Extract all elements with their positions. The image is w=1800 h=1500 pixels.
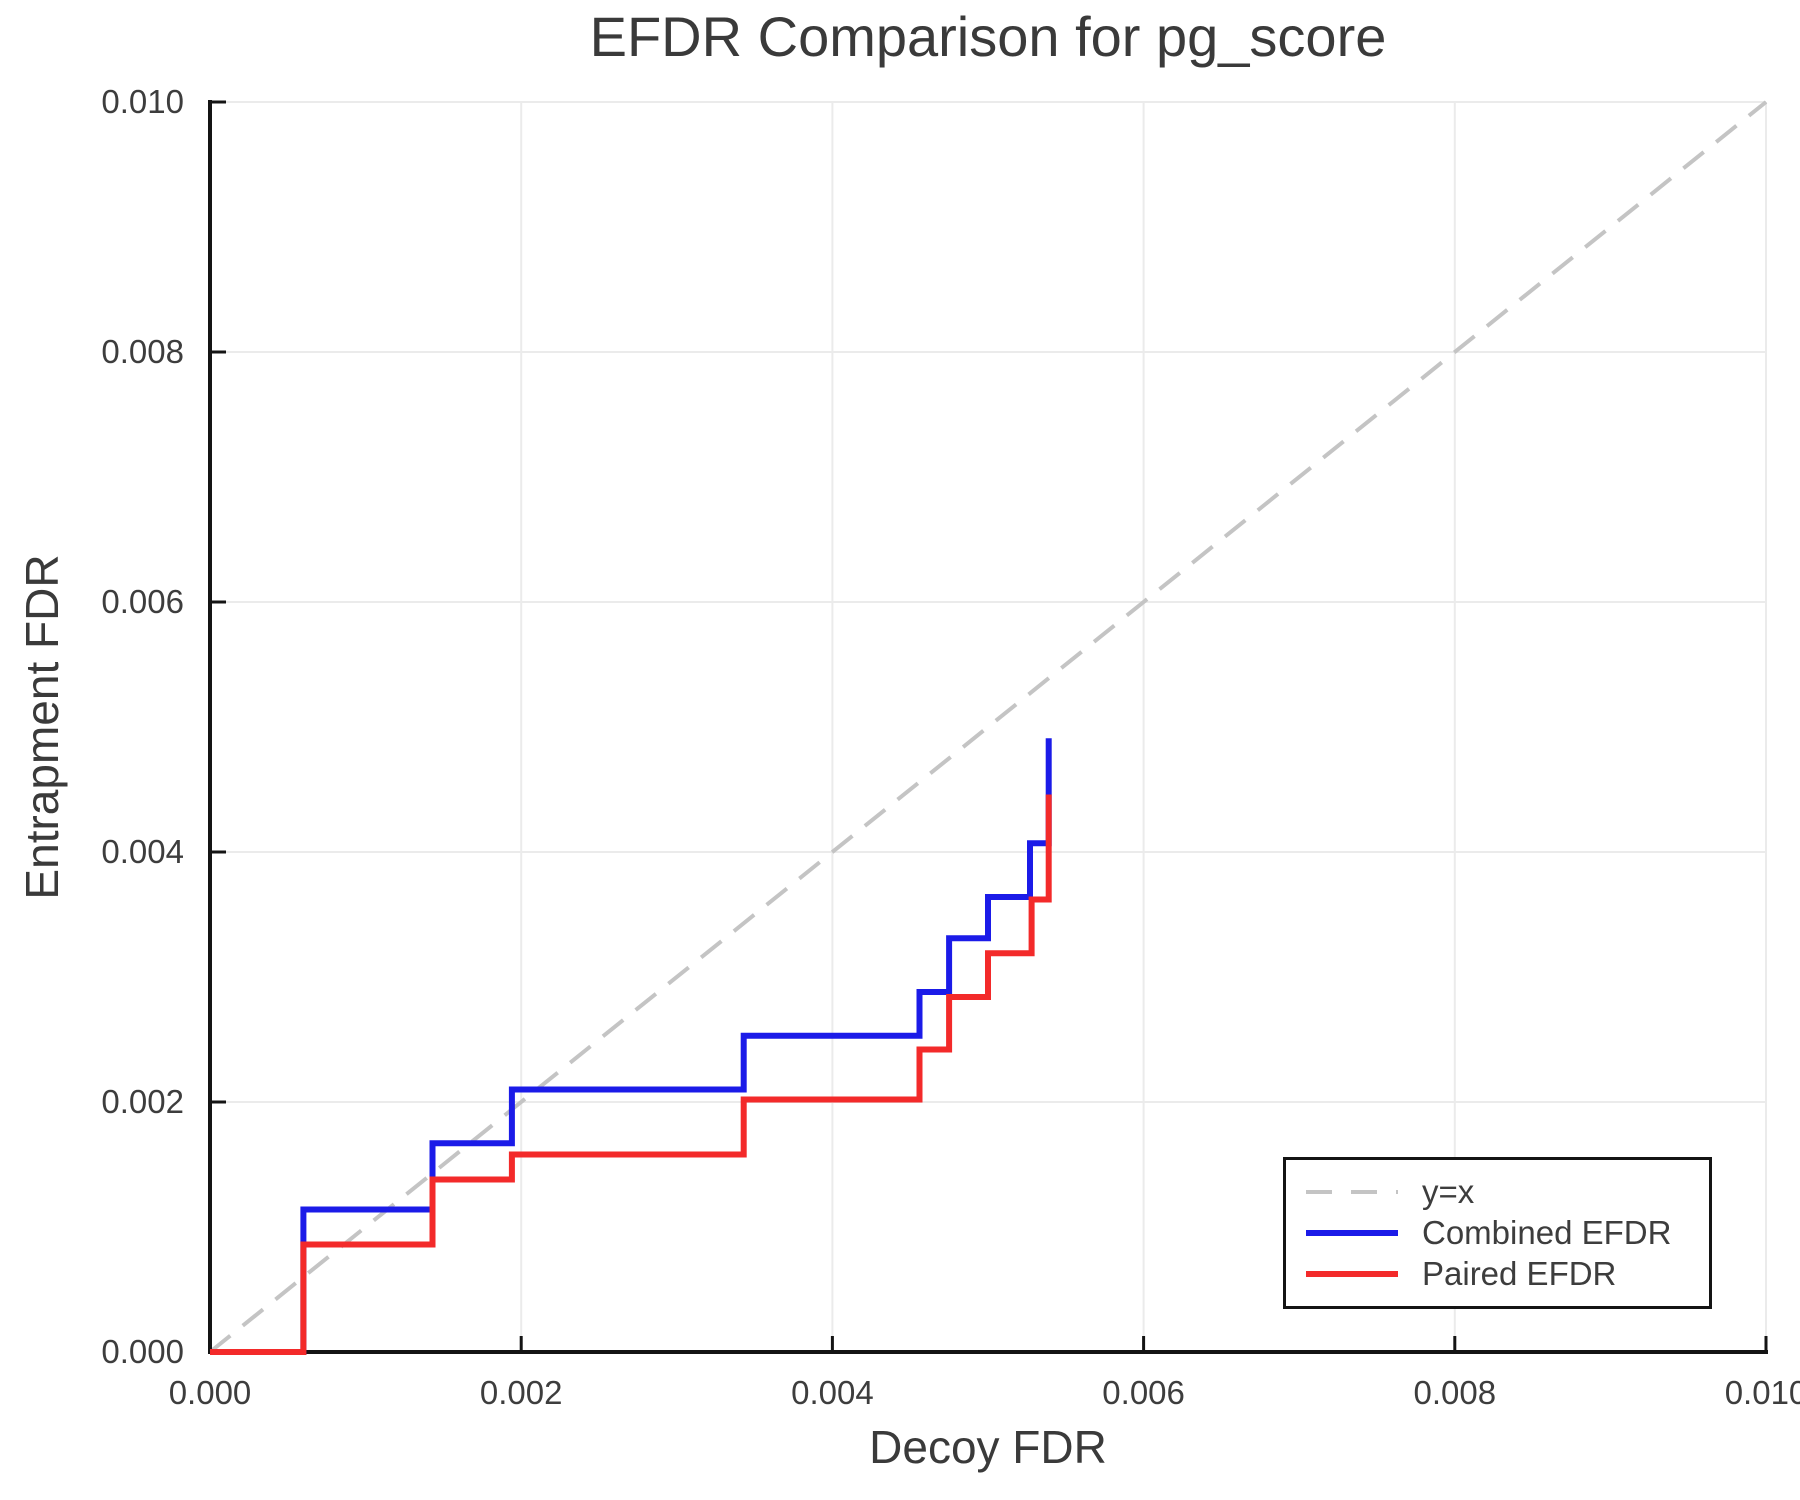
y-tick-label: 0.004 [101,833,184,870]
legend-item-combined-efdr: Combined EFDR [1306,1213,1709,1251]
x-tick-label: 0.002 [479,1374,563,1411]
legend-label: Combined EFDR [1422,1213,1672,1251]
legend-label: y=x [1422,1172,1475,1210]
y-axis-label: Entrapment FDR [16,554,68,900]
x-tick-label: 0.008 [1413,1374,1497,1411]
x-axis-label: Decoy FDR [869,1421,1107,1473]
dashed-line-swatch-icon [1306,1189,1398,1194]
legend-label: Paired EFDR [1422,1255,1617,1293]
series-line-combined-efdr [210,738,1052,1355]
red-line-swatch-icon [1306,1271,1398,1278]
series-line-paired-efdr [210,794,1052,1355]
y-tick-label: 0.010 [101,83,184,120]
y-tick-label: 0.006 [101,583,184,620]
blue-line-swatch-icon [1306,1229,1398,1236]
legend-item-paired-efdr: Paired EFDR [1306,1255,1709,1293]
x-tick-label: 0.010 [1724,1374,1800,1411]
legend-item-identity: y=x [1306,1172,1709,1210]
series-line-y-x [208,100,1768,1354]
y-tick-label: 0.008 [101,333,184,370]
legend: y=x Combined EFDR Paired EFDR [1283,1157,1712,1309]
y-tick-label: 0.000 [101,1333,184,1370]
y-tick-label: 0.002 [101,1083,184,1120]
x-tick-label: 0.004 [791,1374,874,1411]
chart-title: EFDR Comparison for pg_score [589,5,1387,68]
x-tick-label: 0.006 [1102,1374,1185,1411]
x-tick-label: 0.000 [168,1374,252,1411]
